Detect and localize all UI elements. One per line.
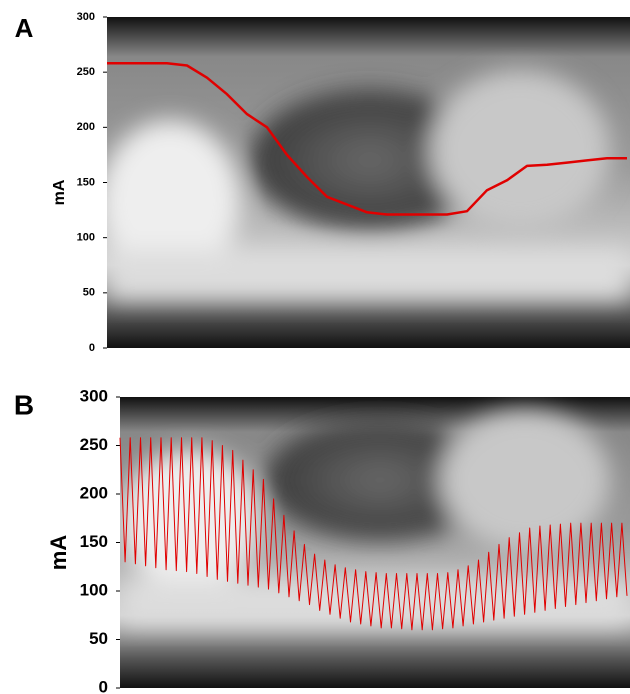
panel-label: B bbox=[14, 389, 34, 420]
data-line bbox=[119, 437, 628, 631]
y-tick-label: 150 bbox=[80, 532, 108, 551]
y-tick-label: 300 bbox=[77, 11, 95, 23]
y-tick-label: 100 bbox=[77, 232, 95, 244]
panel-label: A bbox=[15, 13, 34, 43]
y-axis-label: mA bbox=[46, 535, 71, 571]
y-tick-label: 50 bbox=[83, 287, 95, 299]
y-tick-label: 150 bbox=[77, 176, 95, 188]
y-tick-label: 0 bbox=[99, 677, 108, 694]
y-tick-label: 250 bbox=[77, 66, 95, 78]
y-tick-label: 250 bbox=[80, 435, 108, 454]
y-tick-label: 200 bbox=[77, 121, 95, 133]
y-tick-label: 100 bbox=[80, 580, 108, 599]
y-tick-label: 300 bbox=[80, 386, 108, 405]
data-line bbox=[107, 62, 627, 216]
y-axis-label: mA bbox=[51, 179, 68, 205]
xray-image bbox=[120, 397, 630, 688]
y-tick-label: 0 bbox=[89, 342, 95, 354]
y-tick-label: 50 bbox=[89, 629, 108, 648]
y-tick-label: 200 bbox=[80, 483, 108, 502]
xray-image bbox=[107, 17, 630, 348]
